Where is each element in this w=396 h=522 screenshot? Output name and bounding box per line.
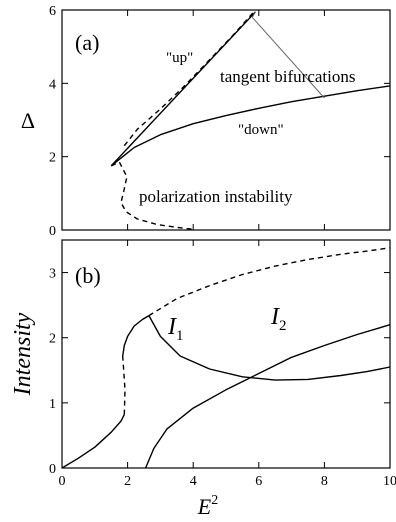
panel-b-xlabel-main: E: [197, 494, 212, 519]
curve-a-4: [110, 161, 194, 230]
panel-b-frame: [61, 239, 391, 469]
y-tick-label-a-6: 6: [49, 4, 56, 19]
series-label-i2-main: I: [270, 304, 280, 330]
curve-a-3: [110, 85, 391, 167]
y-tick-label-a-4: 4: [49, 77, 56, 92]
panel-b-label: (b): [75, 263, 101, 288]
panel-b-ticks: 0 1 2 3 0 2 4 6 8 10: [49, 240, 396, 489]
annotation-down: "down": [238, 122, 284, 138]
x-tick-label-b-8: 8: [321, 474, 328, 489]
panel-b-curves: [61, 247, 391, 469]
panel-a-ticks: 0 2 4 6: [49, 4, 391, 239]
curve-a-2: [123, 9, 257, 147]
series-label-i2: I2: [270, 304, 287, 334]
x-tick-label-b-0: 0: [59, 474, 66, 489]
curve-a-1: [110, 11, 257, 167]
panel-b-xlabel-sup: 2: [211, 493, 218, 508]
panel-a-frame: [61, 9, 391, 231]
curve-b-4: [148, 315, 391, 381]
curve-b-6: [144, 324, 391, 469]
panel-a-label: (a): [75, 30, 99, 55]
series-label-i1-main: I: [167, 314, 177, 340]
y-tick-label-a-0: 0: [49, 224, 56, 239]
annotation-tangent-bifurcations: tangent bifurcations: [220, 67, 356, 86]
y-tick-label-b-0: 0: [49, 462, 56, 477]
annotation-polarization-instability: polarization instability: [139, 187, 293, 206]
y-tick-label-a-2: 2: [49, 151, 56, 166]
panel-a-curves: [110, 9, 391, 230]
curve-b-5: [148, 247, 391, 317]
y-tick-label-b-2: 2: [49, 332, 56, 347]
x-tick-label-b-2: 2: [124, 474, 131, 489]
annotation-up: "up": [166, 50, 193, 66]
curve-b-3: [122, 314, 150, 357]
panel-b-ylabel: Intensity: [10, 312, 36, 396]
panel-a: 0 2 4 6 (a) Δ "up" tangent bifurcations "do…: [21, 4, 391, 239]
y-tick-label-b-3: 3: [49, 267, 56, 282]
x-tick-label-b-6: 6: [255, 474, 262, 489]
series-label-i1-sub: 1: [176, 328, 184, 344]
series-label-i2-sub: 2: [279, 318, 287, 334]
tangent-pointer-2: [251, 16, 325, 99]
x-tick-label-b-4: 4: [190, 474, 197, 489]
panel-b-xlabel: E2: [197, 493, 218, 519]
curve-b-2: [122, 355, 126, 415]
y-tick-label-b-1: 1: [49, 397, 56, 412]
curve-b-1: [61, 414, 125, 469]
series-label-i1: I1: [167, 314, 184, 344]
x-tick-label-b-10: 10: [383, 474, 396, 489]
tangent-pointer-1: [251, 11, 256, 18]
panel-a-ylabel: Δ: [21, 108, 35, 133]
